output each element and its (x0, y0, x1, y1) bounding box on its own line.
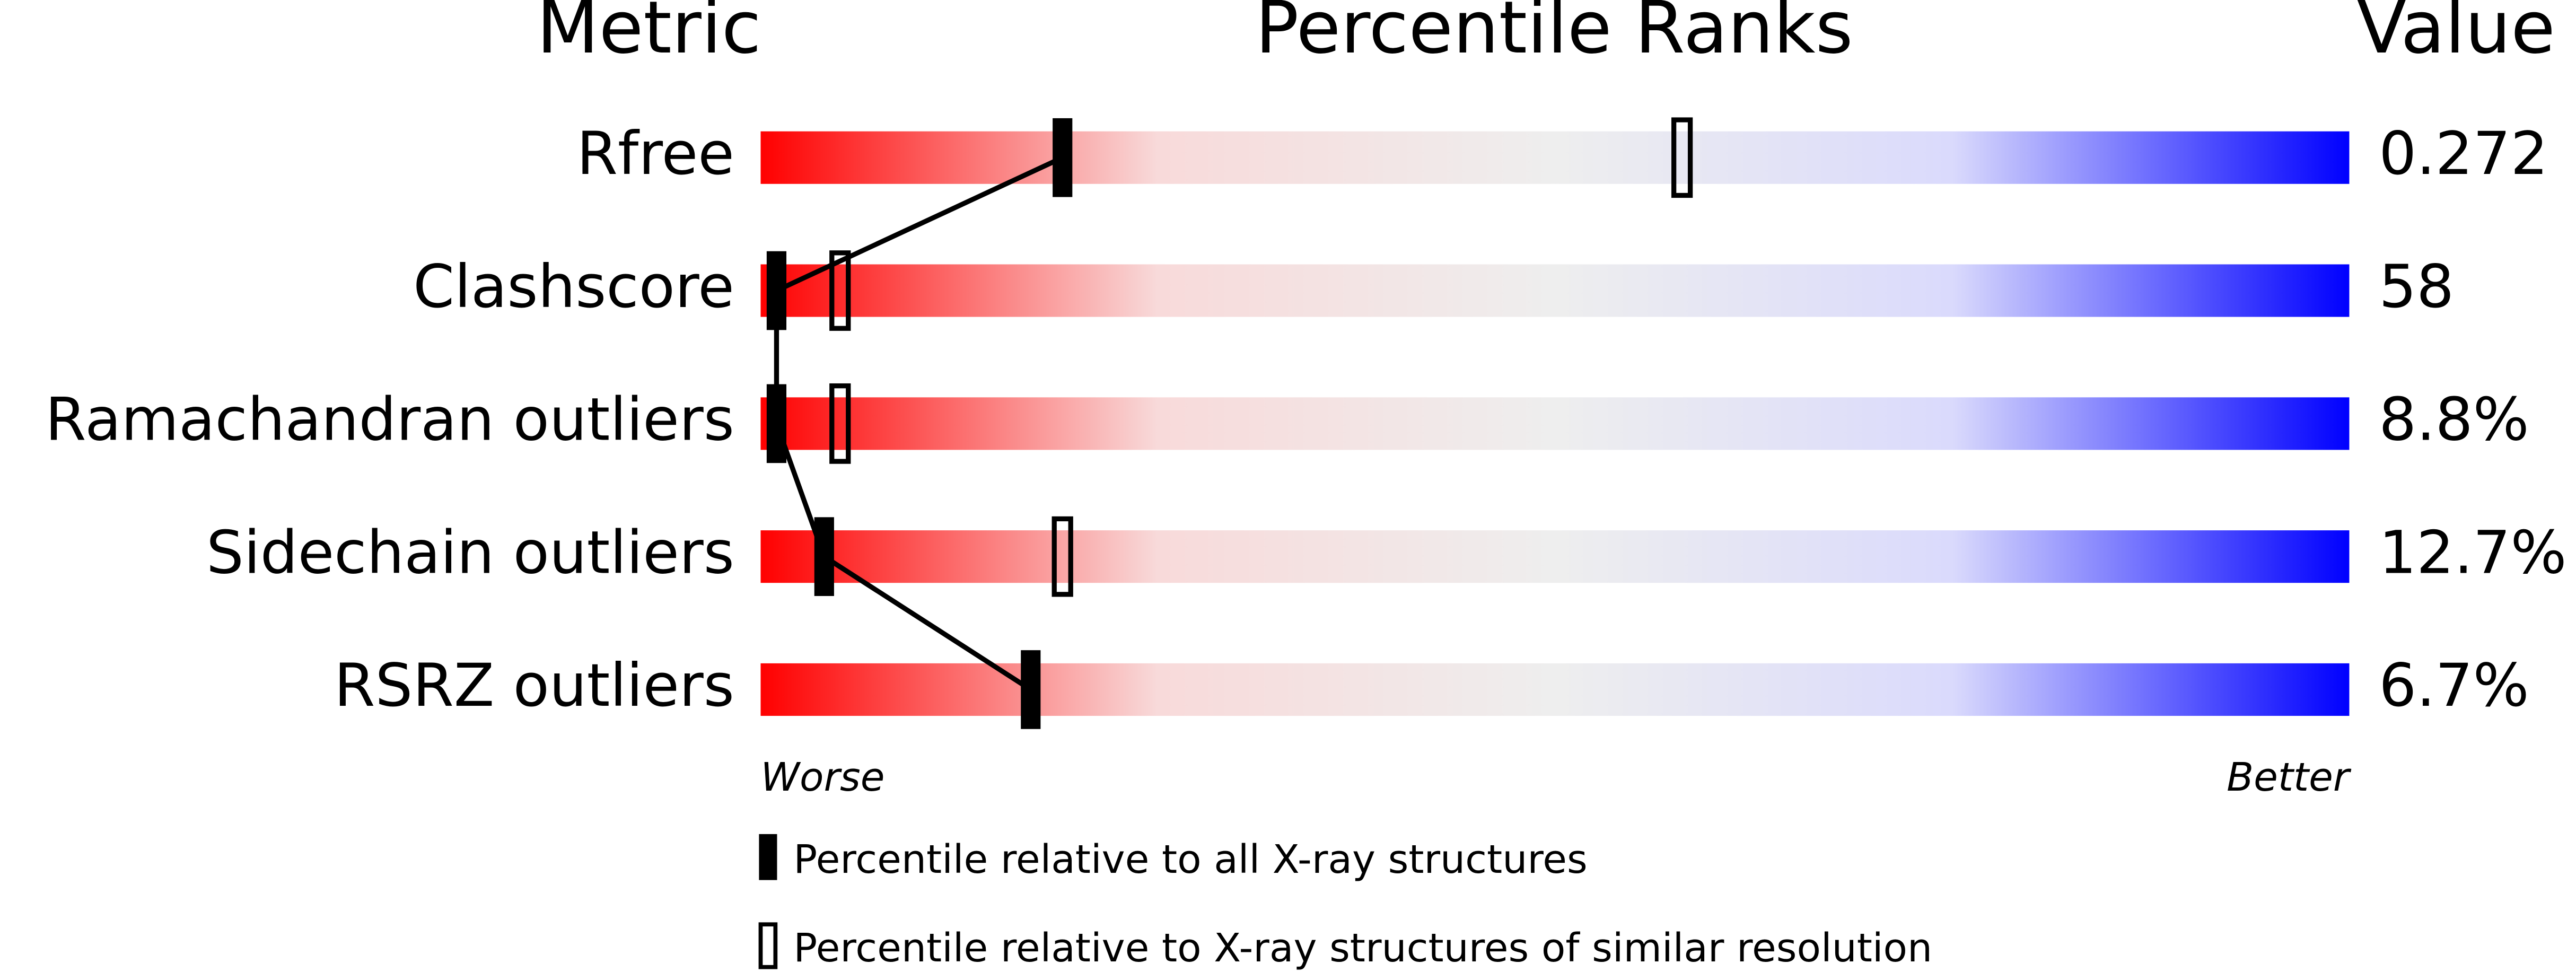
percentile-bar (760, 264, 2350, 317)
metric-label: Rfree (576, 120, 734, 188)
percentile-marker (766, 251, 787, 330)
metric-label: RSRZ outliers (334, 652, 734, 720)
axis-label: Better (2227, 754, 2352, 800)
percentile-marker (1053, 118, 1073, 197)
percentile-marker (1052, 516, 1073, 597)
legend-label: Percentile relative to X-ray structures … (793, 925, 1932, 971)
value-label: 0.272 (2379, 120, 2548, 188)
percentile-bar (760, 131, 2350, 184)
percentile-marker (1021, 650, 1041, 729)
percentile-marker (829, 383, 851, 464)
legend-label: Percentile relative to all X-ray structu… (793, 836, 1587, 882)
axis-label: Worse (760, 754, 884, 800)
percentile-marker (829, 250, 851, 331)
column-header: Percentile Ranks (1255, 0, 1853, 70)
percentile-marker (814, 517, 834, 596)
metric-label: Clashscore (413, 253, 734, 321)
percentile-marker (766, 384, 787, 463)
legend-swatch (758, 922, 778, 969)
value-label: 58 (2379, 253, 2454, 321)
column-header: Value (2357, 0, 2555, 70)
metric-label: Sidechain outliers (206, 519, 734, 587)
legend-swatch (759, 834, 777, 880)
percentile-marker (1671, 117, 1693, 198)
metric-label: Ramachandran outliers (45, 386, 734, 454)
percentile-bar (760, 397, 2350, 450)
value-label: 6.7% (2379, 652, 2529, 720)
percentile-bar (760, 530, 2350, 583)
value-label: 8.8% (2379, 386, 2529, 454)
column-header: Metric (537, 0, 761, 70)
value-label: 12.7% (2379, 519, 2566, 587)
